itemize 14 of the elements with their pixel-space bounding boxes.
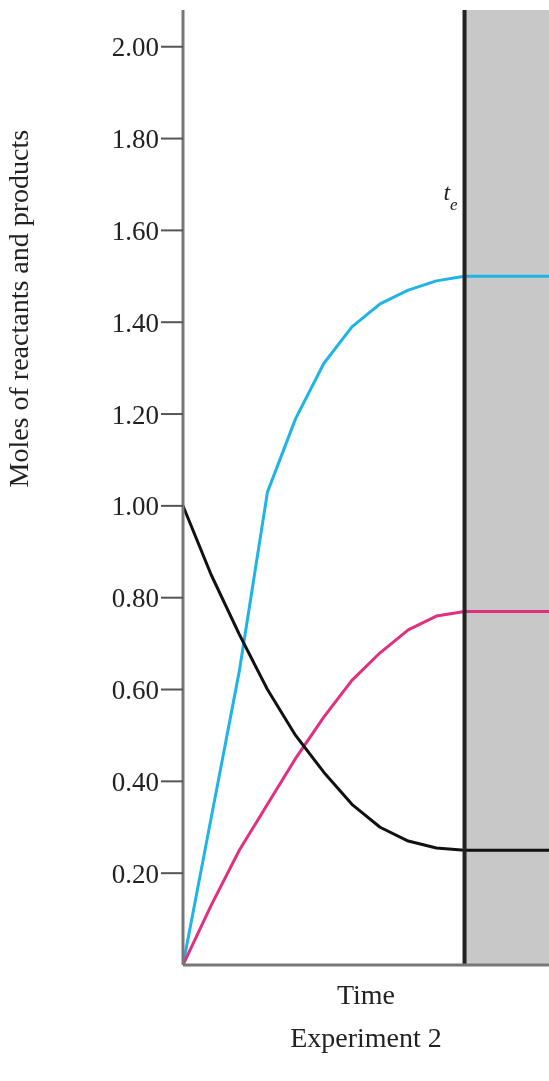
y-tick-label: 1.20 (111, 399, 159, 430)
y-tick-label: 1.00 (111, 491, 159, 522)
y-tick-label: 0.40 (111, 766, 159, 797)
text: Experiment 2 (289, 1022, 443, 1054)
y-tick-label: 1.60 (111, 215, 159, 246)
y-tick-label: 0.20 (111, 858, 159, 889)
y-axis-title: Moles of reactants and products (2, 129, 34, 488)
y-tick-label: 1.40 (111, 307, 159, 338)
y-tick-label: 2.00 (111, 32, 159, 63)
x-axis-title: Time (336, 979, 396, 1010)
annotation: t$_{e}$ (443, 179, 459, 214)
y-tick-label: 0.80 (111, 583, 159, 614)
y-tick-label: 1.80 (111, 124, 159, 155)
y-tick-label: 0.60 (111, 675, 159, 706)
